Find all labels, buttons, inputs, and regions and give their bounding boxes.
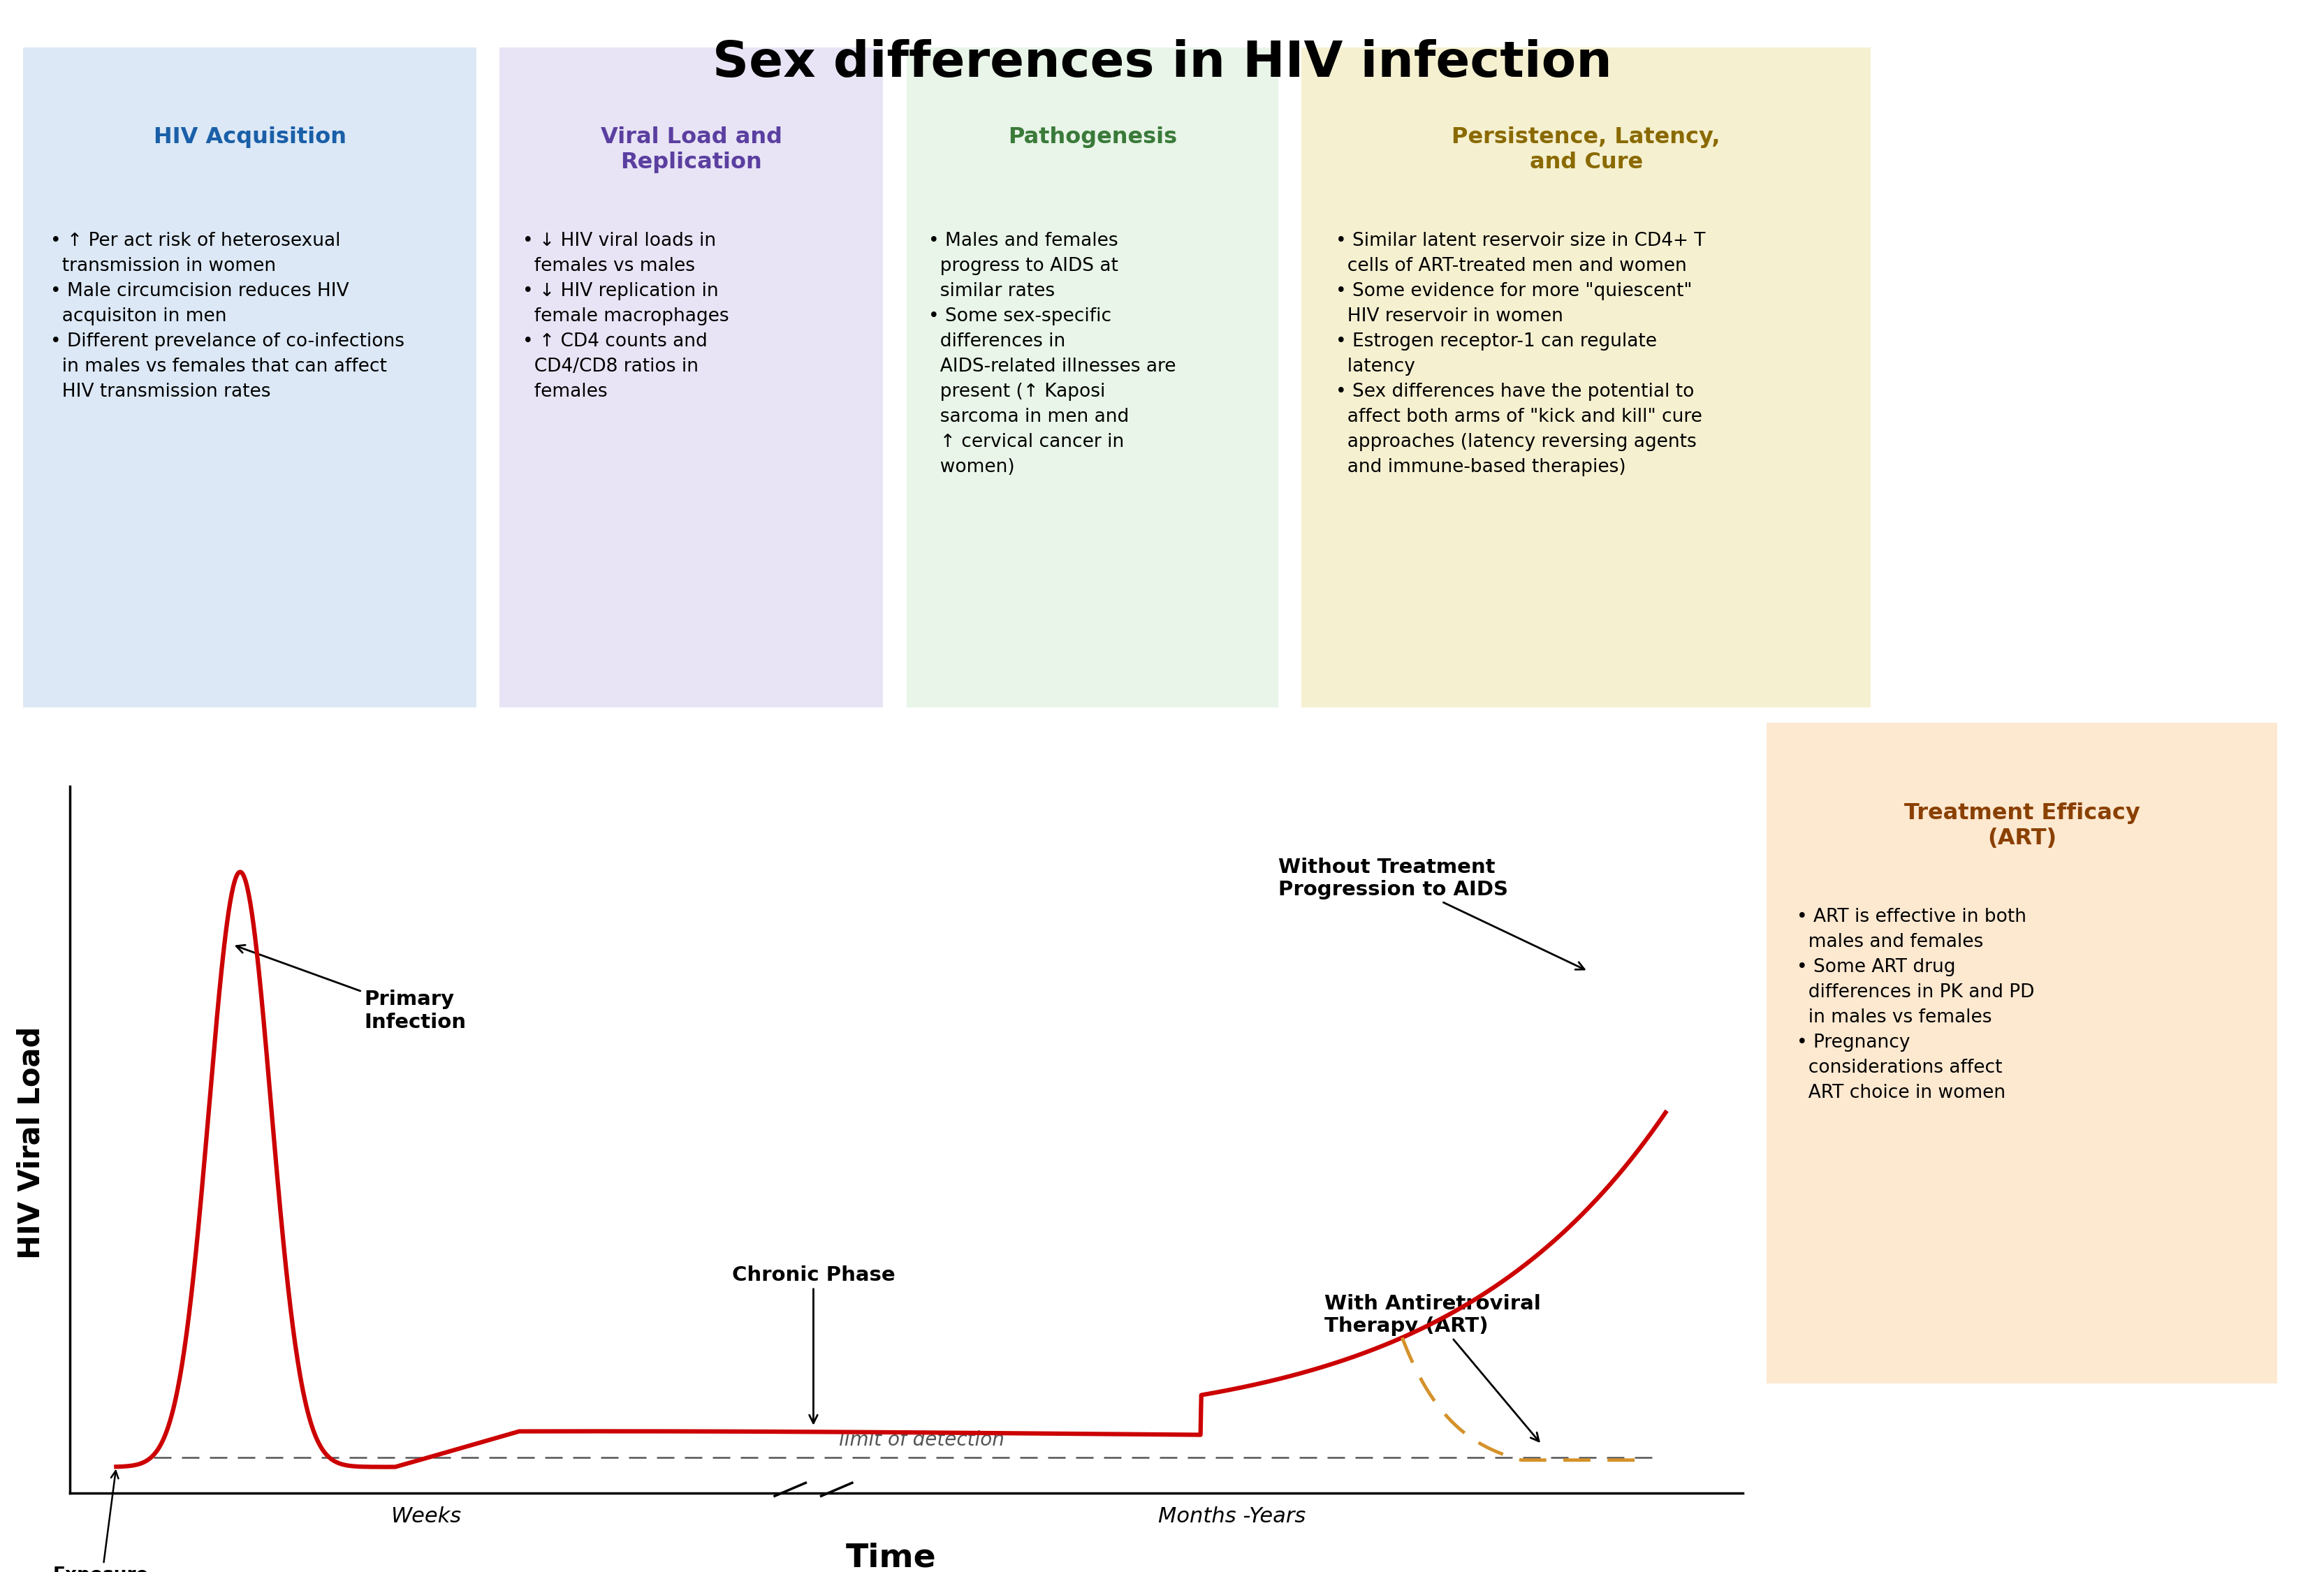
Text: Exposure
to HIV: Exposure to HIV	[53, 1471, 149, 1572]
Text: Pathogenesis: Pathogenesis	[1009, 126, 1176, 148]
Text: Months -Years: Months -Years	[1157, 1506, 1306, 1526]
FancyBboxPatch shape	[1762, 717, 2282, 1390]
Text: • Similar latent reservoir size in CD4+ T
  cells of ART-treated men and women
•: • Similar latent reservoir size in CD4+ …	[1336, 233, 1706, 476]
Text: Without Treatment
Progression to AIDS: Without Treatment Progression to AIDS	[1278, 857, 1585, 970]
Text: • ART is effective in both
  males and females
• Some ART drug
  differences in : • ART is effective in both males and fem…	[1796, 909, 2036, 1102]
FancyBboxPatch shape	[1297, 41, 1875, 714]
Text: Sex differences in HIV infection: Sex differences in HIV infection	[711, 39, 1613, 88]
Text: Persistence, Latency,
and Cure: Persistence, Latency, and Cure	[1452, 126, 1720, 173]
Text: Time: Time	[846, 1542, 937, 1572]
Text: HIV Viral Load: HIV Viral Load	[16, 1027, 46, 1259]
Text: With Antiretroviral
Therapy (ART): With Antiretroviral Therapy (ART)	[1325, 1294, 1541, 1442]
Text: limit of detection: limit of detection	[839, 1431, 1004, 1449]
Text: Weeks: Weeks	[390, 1506, 462, 1526]
FancyBboxPatch shape	[495, 41, 888, 714]
Text: Viral Load and
Replication: Viral Load and Replication	[600, 126, 783, 173]
Text: • Males and females
  progress to AIDS at
  similar rates
• Some sex-specific
  : • Males and females progress to AIDS at …	[930, 233, 1176, 476]
Text: Primary
Infection: Primary Infection	[237, 945, 467, 1031]
Text: Treatment Efficacy
(ART): Treatment Efficacy (ART)	[1903, 802, 2140, 849]
Text: Chronic Phase: Chronic Phase	[732, 1265, 895, 1423]
Text: HIV Acquisition: HIV Acquisition	[153, 126, 346, 148]
FancyBboxPatch shape	[19, 41, 481, 714]
Text: • ↑ Per act risk of heterosexual
  transmission in women
• Male circumcision red: • ↑ Per act risk of heterosexual transmi…	[51, 233, 404, 401]
Text: • ↓ HIV viral loads in
  females vs males
• ↓ HIV replication in
  female macrop: • ↓ HIV viral loads in females vs males …	[523, 233, 730, 401]
FancyBboxPatch shape	[902, 41, 1283, 714]
